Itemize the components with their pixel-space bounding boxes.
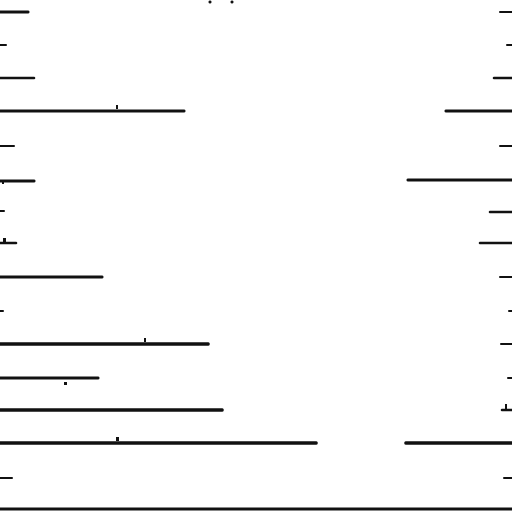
left-fragments bbox=[0, 10, 512, 511]
top-fragments bbox=[208, 0, 234, 4]
speck bbox=[2, 180, 4, 184]
speck bbox=[3, 238, 6, 243]
specks bbox=[2, 105, 507, 441]
speck bbox=[505, 404, 507, 410]
top-dot bbox=[230, 0, 234, 4]
top-dot bbox=[208, 0, 212, 4]
speck bbox=[116, 437, 119, 441]
right-fragments bbox=[404, 11, 512, 479]
speck bbox=[64, 382, 67, 385]
speck bbox=[116, 105, 118, 109]
speck bbox=[144, 338, 146, 342]
